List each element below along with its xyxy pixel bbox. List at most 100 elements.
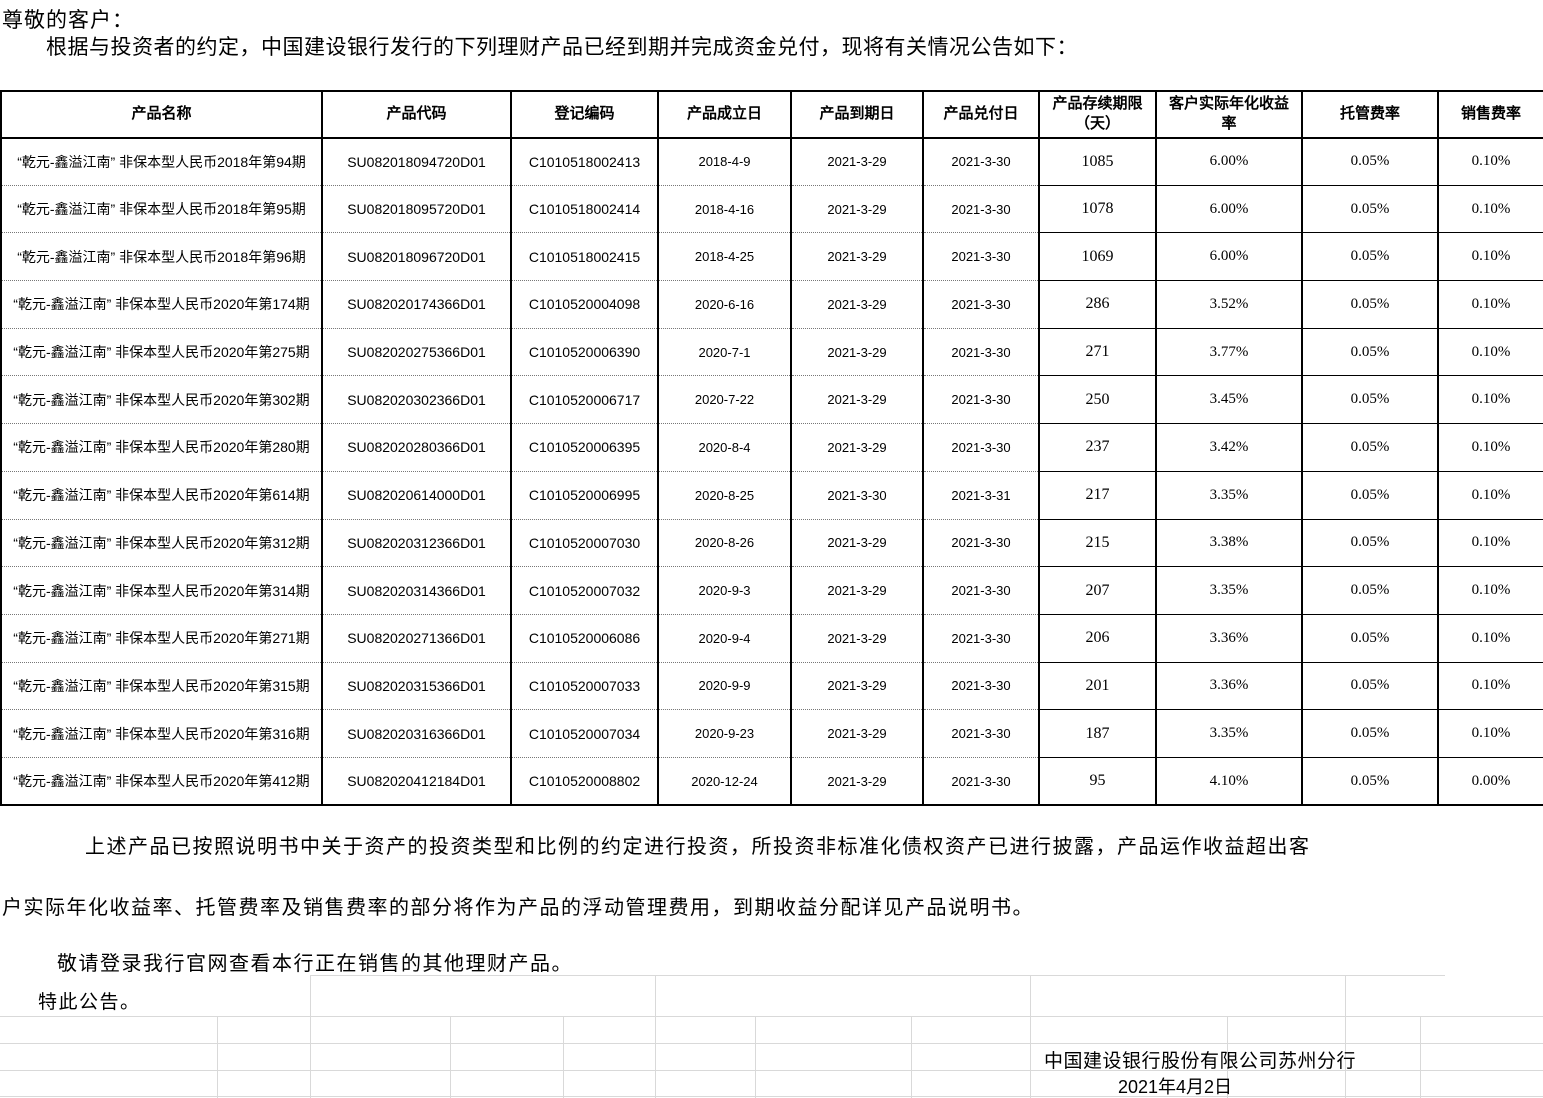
cell-annualized-return: 6.00% xyxy=(1155,232,1303,281)
cell-sales-fee-rate: 0.00% xyxy=(1437,756,1543,806)
cell-product-name: “乾元-鑫溢江南” 非保本型人民币2020年第312期 xyxy=(0,518,323,567)
cell-annualized-return: 3.38% xyxy=(1155,518,1303,567)
gridline xyxy=(0,1016,1543,1017)
header-annualized-return: 客户实际年化收益率 xyxy=(1155,90,1303,139)
gridline xyxy=(1345,975,1346,1098)
cell-product-code: SU082020315366D01 xyxy=(321,661,512,710)
cell-maturity-date: 2021-3-29 xyxy=(790,756,924,806)
gridline xyxy=(310,975,1445,976)
gridline xyxy=(450,1016,451,1098)
cell-duration-days: 250 xyxy=(1038,375,1157,424)
cell-custody-fee-rate: 0.05% xyxy=(1301,566,1439,615)
cell-product-code: SU082020302366D01 xyxy=(321,375,512,424)
cell-product-code: SU082020314366D01 xyxy=(321,566,512,615)
cell-annualized-return: 3.42% xyxy=(1155,423,1303,472)
cell-product-name: “乾元-鑫溢江南” 非保本型人民币2018年第95期 xyxy=(0,184,323,233)
cell-maturity-date: 2021-3-30 xyxy=(790,470,924,519)
cell-maturity-date: 2021-3-29 xyxy=(790,613,924,663)
cell-product-code: SU082020275366D01 xyxy=(321,327,512,376)
cell-product-name: “乾元-鑫溢江南” 非保本型人民币2018年第94期 xyxy=(0,137,323,186)
cell-product-name: “乾元-鑫溢江南” 非保本型人民币2020年第302期 xyxy=(0,375,323,424)
signature-date: 2021年4月2日 xyxy=(1117,1077,1233,1097)
cell-establish-date: 2020-12-24 xyxy=(657,756,792,806)
cell-establish-date: 2020-8-4 xyxy=(657,423,792,472)
header-sales-fee-rate: 销售费率 xyxy=(1437,90,1543,139)
table-row: “乾元-鑫溢江南” 非保本型人民币2020年第302期 SU08202030236… xyxy=(0,375,1543,424)
cell-annualized-return: 3.52% xyxy=(1155,280,1303,329)
cell-establish-date: 2020-9-9 xyxy=(657,661,792,710)
cell-annualized-return: 3.36% xyxy=(1155,661,1303,710)
closing-line: 特此公告。 xyxy=(38,992,141,1013)
cell-establish-date: 2018-4-9 xyxy=(657,137,792,186)
cell-payment-date: 2021-3-30 xyxy=(922,137,1040,186)
gridline xyxy=(1030,975,1031,1098)
cell-product-code: SU082020271366D01 xyxy=(321,613,512,663)
cell-duration-days: 1069 xyxy=(1038,232,1157,281)
table-row: “乾元-鑫溢江南” 非保本型人民币2018年第96期 SU082018096720… xyxy=(0,232,1543,281)
cell-payment-date: 2021-3-30 xyxy=(922,232,1040,281)
cell-sales-fee-rate: 0.10% xyxy=(1437,280,1543,329)
products-table: 产品名称 产品代码 登记编码 产品成立日 产品到期日 产品兑付日 产品存续期限（… xyxy=(0,90,1543,807)
cell-registration-code: C1010520006395 xyxy=(510,423,659,472)
cell-payment-date: 2021-3-30 xyxy=(922,327,1040,376)
cell-custody-fee-rate: 0.05% xyxy=(1301,137,1439,186)
table-row: “乾元-鑫溢江南” 非保本型人民币2020年第316期 SU08202031636… xyxy=(0,709,1543,758)
cell-product-code: SU082020614000D01 xyxy=(321,470,512,519)
cell-registration-code: C1010518002414 xyxy=(510,184,659,233)
cell-product-code: SU082020280366D01 xyxy=(321,423,512,472)
gridline xyxy=(0,1096,1543,1097)
cell-sales-fee-rate: 0.10% xyxy=(1437,423,1543,472)
cell-maturity-date: 2021-3-29 xyxy=(790,661,924,710)
cell-sales-fee-rate: 0.10% xyxy=(1437,613,1543,663)
cell-custody-fee-rate: 0.05% xyxy=(1301,423,1439,472)
table-row: “乾元-鑫溢江南” 非保本型人民币2020年第280期 SU08202028036… xyxy=(0,423,1543,472)
cell-establish-date: 2020-7-1 xyxy=(657,327,792,376)
gridline xyxy=(655,975,656,1098)
cell-product-name: “乾元-鑫溢江南” 非保本型人民币2020年第316期 xyxy=(0,709,323,758)
cell-maturity-date: 2021-3-29 xyxy=(790,518,924,567)
cell-registration-code: C1010520007032 xyxy=(510,566,659,615)
cell-product-code: SU082020316366D01 xyxy=(321,709,512,758)
greeting-line: 尊敬的客户： xyxy=(2,9,134,32)
cell-custody-fee-rate: 0.05% xyxy=(1301,232,1439,281)
cell-product-name: “乾元-鑫溢江南” 非保本型人民币2020年第315期 xyxy=(0,661,323,710)
gridline xyxy=(911,1016,912,1098)
cell-sales-fee-rate: 0.10% xyxy=(1437,375,1543,424)
cell-maturity-date: 2021-3-29 xyxy=(790,375,924,424)
cell-custody-fee-rate: 0.05% xyxy=(1301,184,1439,233)
cell-maturity-date: 2021-3-29 xyxy=(790,709,924,758)
header-product-code: 产品代码 xyxy=(321,90,512,139)
cell-product-name: “乾元-鑫溢江南” 非保本型人民币2020年第314期 xyxy=(0,566,323,615)
gridline xyxy=(1420,1016,1421,1098)
table-row: “乾元-鑫溢江南” 非保本型人民币2020年第271期 SU08202027136… xyxy=(0,613,1543,663)
cell-registration-code: C1010518002413 xyxy=(510,137,659,186)
cell-product-code: SU082020174366D01 xyxy=(321,280,512,329)
cell-annualized-return: 3.45% xyxy=(1155,375,1303,424)
disclosure-paragraph-line2: 户实际年化收益率、托管费率及销售费率的部分将作为产品的浮动管理费用，到期收益分配… xyxy=(2,897,1034,919)
cell-annualized-return: 3.77% xyxy=(1155,327,1303,376)
cell-duration-days: 271 xyxy=(1038,327,1157,376)
cell-establish-date: 2020-9-3 xyxy=(657,566,792,615)
disclosure-paragraph-line1: 上述产品已按照说明书中关于资产的投资类型和比例的约定进行投资，所投资非标准化债权… xyxy=(85,836,1311,858)
gridline xyxy=(0,1043,1543,1044)
cell-sales-fee-rate: 0.10% xyxy=(1437,232,1543,281)
cell-duration-days: 237 xyxy=(1038,423,1157,472)
cell-annualized-return: 4.10% xyxy=(1155,756,1303,806)
cell-duration-days: 207 xyxy=(1038,566,1157,615)
cell-custody-fee-rate: 0.05% xyxy=(1301,613,1439,663)
cell-duration-days: 215 xyxy=(1038,518,1157,567)
header-maturity-date: 产品到期日 xyxy=(790,90,924,139)
cell-product-name: “乾元-鑫溢江南” 非保本型人民币2020年第614期 xyxy=(0,470,323,519)
cell-duration-days: 201 xyxy=(1038,661,1157,710)
cell-maturity-date: 2021-3-29 xyxy=(790,423,924,472)
cell-registration-code: C1010520006390 xyxy=(510,327,659,376)
cell-maturity-date: 2021-3-29 xyxy=(790,327,924,376)
cell-registration-code: C1010520008802 xyxy=(510,756,659,806)
cell-payment-date: 2021-3-30 xyxy=(922,709,1040,758)
website-notice-line: 敬请登录我行官网查看本行正在销售的其他理财产品。 xyxy=(57,953,573,975)
table-row: “乾元-鑫溢江南” 非保本型人民币2020年第174期 SU08202017436… xyxy=(0,280,1543,329)
cell-registration-code: C1010520006086 xyxy=(510,613,659,663)
cell-sales-fee-rate: 0.10% xyxy=(1437,518,1543,567)
cell-registration-code: C1010520004098 xyxy=(510,280,659,329)
